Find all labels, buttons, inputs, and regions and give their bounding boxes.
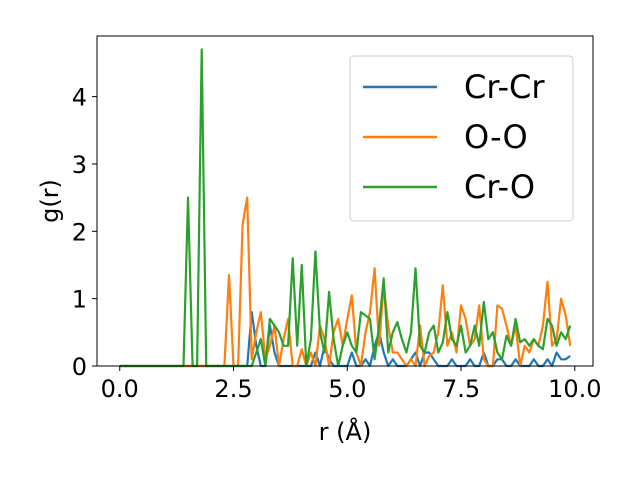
x-axis-label: r (Å): [319, 417, 372, 446]
legend: Cr-Cr O-O Cr-O: [349, 55, 574, 222]
legend-box: [349, 55, 574, 222]
x-axis-ticks: 0.0 2.5 5.0 7.5 10.0: [101, 366, 602, 403]
y-tick-label: 0: [72, 353, 87, 381]
y-axis-label: g(r): [36, 179, 64, 223]
legend-label-cr-cr: Cr-Cr: [464, 68, 545, 106]
x-tick-label: 7.5: [442, 375, 480, 403]
legend-label-cr-o: Cr-O: [464, 168, 535, 206]
plot-frame: [96, 35, 594, 367]
y-tick-label: 3: [72, 151, 87, 179]
legend-label-o-o: O-O: [464, 118, 528, 156]
y-tick-label: 2: [72, 218, 87, 246]
x-tick-label: 2.5: [214, 375, 252, 403]
x-tick-label: 10.0: [548, 375, 601, 403]
y-tick-label: 4: [72, 84, 87, 112]
y-axis-ticks: 0 1 2 3 4: [72, 84, 97, 381]
x-tick-label: 0.0: [101, 375, 139, 403]
y-tick-label: 1: [72, 286, 87, 314]
x-tick-label: 5.0: [328, 375, 366, 403]
